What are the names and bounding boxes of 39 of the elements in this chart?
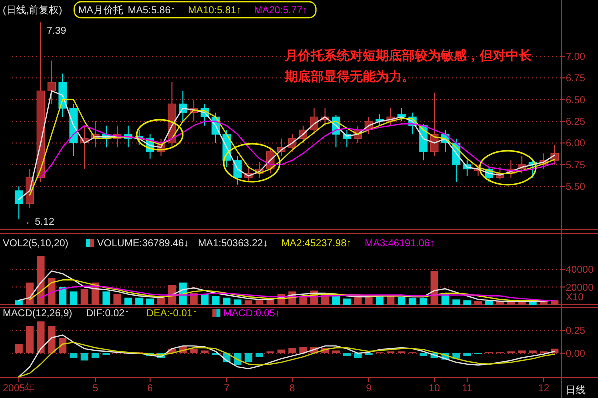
y-tick-label: 6.50 (566, 95, 586, 106)
text: 日线 (566, 384, 586, 396)
text: MA2:45237.98↑ (282, 238, 352, 250)
text: MA1:50363.22↓ (198, 238, 268, 250)
y-tick-label: 0.00 (566, 348, 586, 360)
y-tick-label: 6.75 (566, 74, 586, 85)
y-tick-label: 5.50 (566, 182, 586, 194)
chart-subtitle: MA月价托 (78, 4, 124, 16)
y-tick-label: 20000 (566, 282, 594, 294)
annotation: ←5.12 (25, 217, 56, 228)
text: MA3:46191.06↑ (365, 238, 436, 250)
legend-label: MACD:0.05↑ (224, 308, 280, 320)
text: DEA:-0.01↑ (146, 308, 198, 320)
y-tick-label: 7.00 (566, 52, 586, 63)
x-tick-label: 12 (538, 384, 550, 395)
text: X10 (566, 292, 584, 304)
y-tick-label: 5.75 (566, 160, 586, 172)
x-tick-label: 9 (366, 384, 372, 395)
y-tick-label: 6.00 (566, 138, 586, 150)
x-tick-label: 8 (290, 384, 296, 395)
chart-title: (日线,前复权) (3, 4, 62, 16)
annotation: 7.39 (46, 26, 67, 38)
x-tick-label: 5 (92, 384, 99, 395)
x-tick-label: 2005年 (2, 382, 36, 395)
y-tick-label: 40000 (566, 265, 594, 276)
legend-label: VOLUME:36789.46↓ (97, 238, 190, 250)
y-tick-label: 6.25 (566, 117, 586, 128)
text: DIF:0.02↑ (86, 308, 130, 320)
x-tick-label: 11 (462, 384, 474, 395)
chart-title: VOL2(5,10,20) (3, 238, 69, 250)
x-tick-label: 6 (148, 384, 154, 395)
text: MA20:5.77↑ (254, 6, 308, 16)
chart-title: MACD(12,26,9) (3, 308, 72, 320)
x-tick-label: 7 (224, 384, 230, 395)
x-tick-label: 10 (429, 384, 441, 395)
text: MA10:5.81↑ (188, 6, 242, 16)
text: MA5:5.86↑ (128, 6, 176, 16)
annotation: 月价托系统对短期底部较为敏感，但对中长期底部显得无能为力。 (284, 48, 533, 85)
y-tick-label: 0.25 (566, 326, 586, 338)
